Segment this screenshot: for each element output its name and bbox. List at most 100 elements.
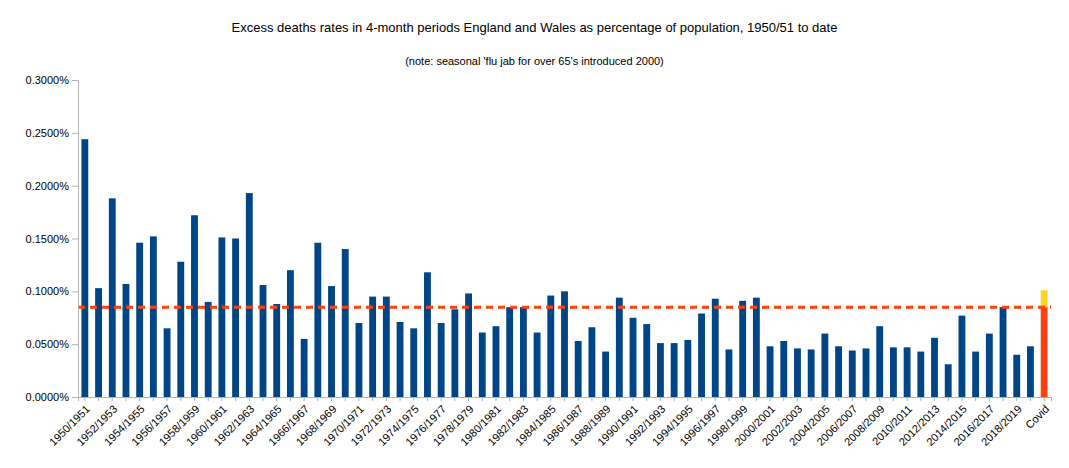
x-tick-mark [331, 397, 332, 401]
x-tick-mark [701, 397, 702, 401]
bar [945, 364, 952, 397]
bar [95, 288, 102, 397]
x-tick-mark [304, 397, 305, 401]
bar [150, 236, 157, 397]
bar [1027, 346, 1034, 397]
x-tick-mark [427, 397, 428, 401]
x-tick [290, 397, 291, 401]
x-tick-mark [221, 397, 222, 401]
x-tick [125, 397, 126, 401]
x-tick-mark [824, 397, 825, 401]
x-axis: 1950/19511952/19531954/19551956/19571958… [47, 397, 1052, 448]
x-tick [98, 397, 99, 401]
x-tick [591, 397, 592, 401]
x-tick [646, 397, 647, 401]
bar [314, 243, 321, 397]
x-tick-mark [742, 397, 743, 401]
x-tick [482, 397, 483, 401]
bar [1000, 307, 1007, 397]
x-tick-mark [290, 397, 291, 401]
y-tick-mark [72, 291, 78, 292]
x-tick-mark [468, 397, 469, 401]
bar [383, 297, 390, 397]
bar [260, 285, 267, 397]
x-tick-mark [495, 397, 496, 401]
x-tick-mark [400, 397, 401, 401]
x-tick [811, 397, 812, 401]
x-tick [619, 397, 620, 401]
bar [808, 349, 815, 397]
x-tick-mark [920, 397, 921, 401]
x-tick-mark [907, 397, 908, 401]
x-tick-mark [1003, 397, 1004, 401]
x-tick [1003, 397, 1004, 401]
x-tick-mark [591, 397, 592, 401]
x-tick [317, 397, 318, 401]
x-tick-mark [783, 397, 784, 401]
x-tick-mark [235, 397, 236, 401]
x-tick-mark [619, 397, 620, 401]
x-tick-label: 2018/2019 [979, 403, 1024, 448]
x-tick [235, 397, 236, 401]
bar [424, 272, 431, 397]
bar [534, 333, 541, 397]
x-tick [400, 397, 401, 401]
bar [287, 270, 294, 397]
y-tick-label: 0.0500% [26, 338, 70, 350]
bar [575, 341, 582, 397]
x-tick [564, 397, 565, 401]
bar [972, 352, 979, 397]
x-tick [701, 397, 702, 401]
bar [397, 322, 404, 397]
x-tick [948, 397, 949, 401]
x-axis-line [79, 398, 1052, 402]
bar [356, 323, 363, 397]
bar [616, 298, 623, 397]
bar [1041, 290, 1048, 307]
x-tick [893, 397, 894, 401]
x-tick [537, 397, 538, 401]
y-tick: 0.1000% [26, 285, 78, 297]
x-tick-mark [317, 397, 318, 401]
y-tick: 0.3000% [26, 74, 78, 86]
x-tick-mark [276, 397, 277, 401]
x-tick-mark [865, 397, 866, 401]
x-tick [838, 397, 839, 401]
x-tick-mark [674, 397, 675, 401]
y-tick-mark [72, 186, 78, 187]
x-tick [865, 397, 866, 401]
bar [931, 338, 938, 397]
x-tick-mark [167, 397, 168, 401]
bar [506, 307, 513, 397]
plot: 0.0000%0.0500%0.1000%0.1500%0.2000%0.250… [26, 74, 1052, 448]
x-tick-mark [413, 397, 414, 401]
bar [438, 323, 445, 397]
x-tick [153, 397, 154, 401]
bar [958, 316, 965, 397]
x-tick-mark [633, 397, 634, 401]
y-tick-label: 0.1500% [26, 233, 70, 245]
x-tick-mark [139, 397, 140, 401]
y-tick-label: 0.2000% [26, 180, 70, 192]
x-tick-mark [1016, 397, 1017, 401]
bar [301, 339, 308, 397]
x-tick-mark [578, 397, 579, 401]
x-tick-mark [756, 397, 757, 401]
bar [205, 302, 212, 397]
bar [218, 237, 225, 397]
bar [986, 334, 993, 397]
x-tick-mark [770, 397, 771, 401]
bar [849, 351, 856, 397]
x-tick [920, 397, 921, 401]
reference-line [78, 306, 1051, 309]
y-tick-label: 0.1000% [26, 285, 70, 297]
y-tick-mark [72, 239, 78, 240]
x-tick-mark [208, 397, 209, 401]
bar [876, 326, 883, 397]
x-tick-mark [441, 397, 442, 401]
x-tick-label: Covid [1023, 403, 1051, 431]
x-tick [509, 397, 510, 401]
x-tick-mark [509, 397, 510, 401]
x-tick [208, 397, 209, 401]
x-tick-mark [249, 397, 250, 401]
